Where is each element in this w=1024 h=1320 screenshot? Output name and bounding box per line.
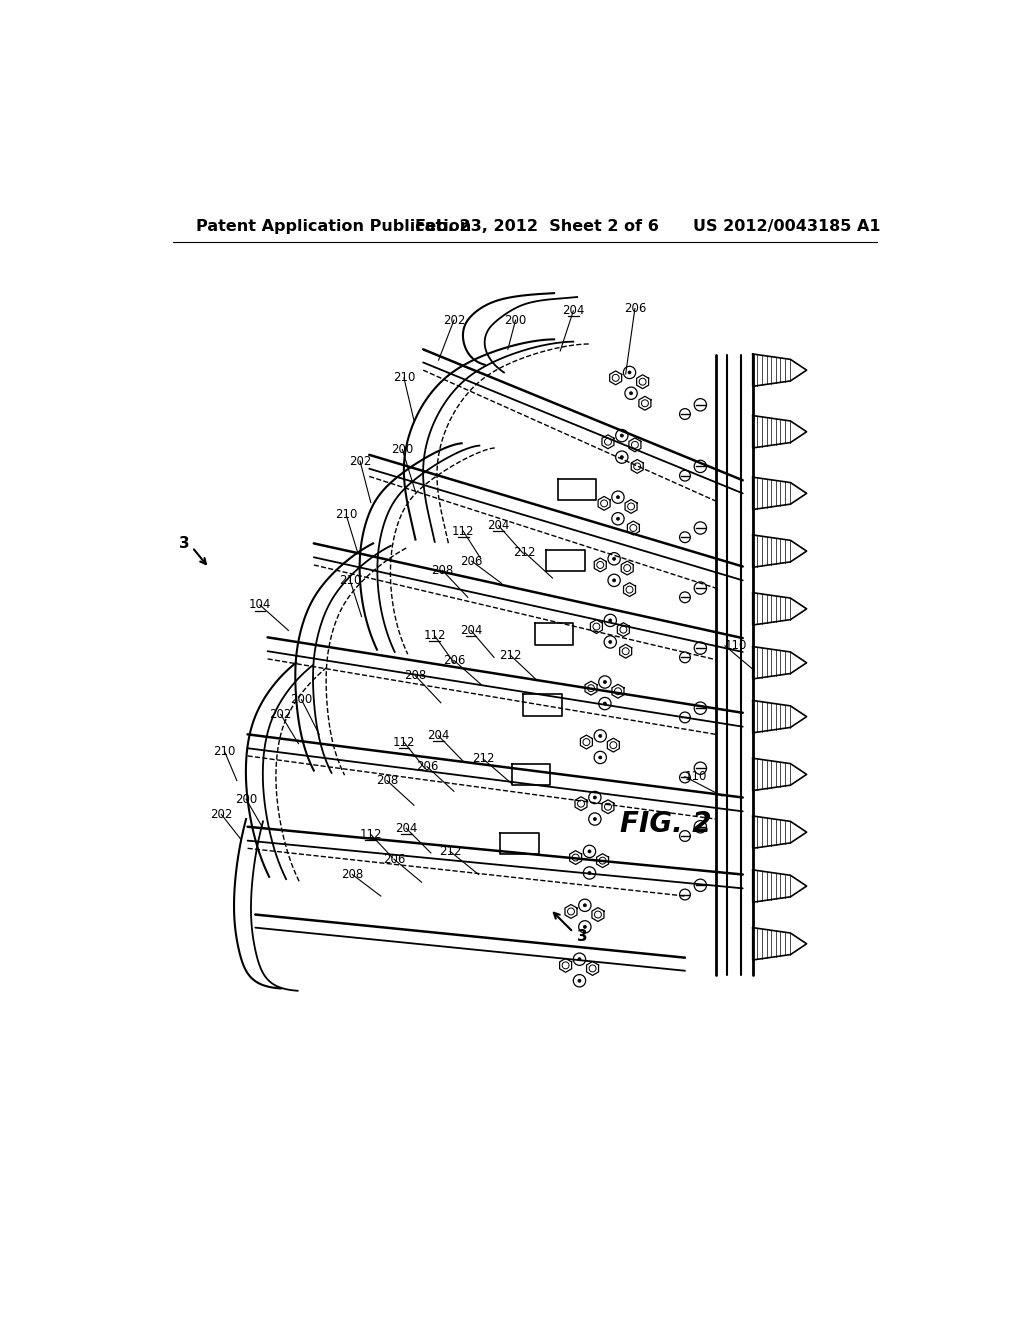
Text: 204: 204 xyxy=(460,624,482,638)
Text: 206: 206 xyxy=(383,853,406,866)
Circle shape xyxy=(630,392,633,395)
Text: 208: 208 xyxy=(376,774,398,787)
Text: 204: 204 xyxy=(395,822,418,834)
Circle shape xyxy=(588,871,591,875)
Text: 210: 210 xyxy=(335,508,357,521)
Text: 206: 206 xyxy=(442,653,465,667)
Circle shape xyxy=(616,517,620,520)
Text: 204: 204 xyxy=(427,730,450,742)
Circle shape xyxy=(603,702,606,705)
Circle shape xyxy=(616,496,620,499)
Circle shape xyxy=(621,434,624,437)
Text: 202: 202 xyxy=(442,314,465,326)
Text: 210: 210 xyxy=(213,744,236,758)
Text: 202: 202 xyxy=(349,454,372,467)
Text: 210: 210 xyxy=(393,371,415,384)
Text: 204: 204 xyxy=(562,305,585,317)
Text: US 2012/0043185 A1: US 2012/0043185 A1 xyxy=(692,219,881,234)
Text: 110: 110 xyxy=(685,770,708,783)
Text: 112: 112 xyxy=(359,828,382,841)
Text: 112: 112 xyxy=(452,524,474,537)
Text: 212: 212 xyxy=(514,546,536,560)
Circle shape xyxy=(612,557,615,561)
Text: 3: 3 xyxy=(179,536,189,550)
Circle shape xyxy=(593,817,596,821)
Text: 110: 110 xyxy=(725,639,748,652)
Text: 112: 112 xyxy=(424,630,446,643)
Text: 202: 202 xyxy=(269,708,292,721)
Circle shape xyxy=(608,640,611,644)
Text: 212: 212 xyxy=(472,752,495,766)
Circle shape xyxy=(578,979,581,982)
Circle shape xyxy=(599,734,602,738)
Text: 104: 104 xyxy=(249,598,271,611)
Circle shape xyxy=(608,619,611,622)
Text: Feb. 23, 2012  Sheet 2 of 6: Feb. 23, 2012 Sheet 2 of 6 xyxy=(416,219,659,234)
Text: 202: 202 xyxy=(210,808,232,821)
Text: FIG. 2: FIG. 2 xyxy=(620,810,712,838)
Text: Patent Application Publication: Patent Application Publication xyxy=(196,219,471,234)
Circle shape xyxy=(593,796,596,799)
Circle shape xyxy=(621,455,624,459)
Text: 200: 200 xyxy=(291,693,312,706)
Circle shape xyxy=(584,904,587,907)
Circle shape xyxy=(578,958,581,961)
Circle shape xyxy=(588,850,591,853)
Circle shape xyxy=(628,371,631,374)
Circle shape xyxy=(603,681,606,684)
Text: 112: 112 xyxy=(392,735,415,748)
Text: 212: 212 xyxy=(439,845,462,858)
Text: 206: 206 xyxy=(461,554,483,568)
Text: 208: 208 xyxy=(404,669,427,682)
Text: 208: 208 xyxy=(341,869,364,880)
Text: 200: 200 xyxy=(505,314,526,326)
Text: 200: 200 xyxy=(391,444,414,455)
Text: 204: 204 xyxy=(487,519,510,532)
Text: 210: 210 xyxy=(339,574,361,587)
Text: 3: 3 xyxy=(578,928,588,944)
Text: 212: 212 xyxy=(499,648,521,661)
Text: 206: 206 xyxy=(624,302,646,315)
Circle shape xyxy=(584,925,587,928)
Circle shape xyxy=(599,756,602,759)
Circle shape xyxy=(612,579,615,582)
Text: 208: 208 xyxy=(431,564,454,577)
Text: 206: 206 xyxy=(416,760,438,774)
Text: 200: 200 xyxy=(234,792,257,805)
